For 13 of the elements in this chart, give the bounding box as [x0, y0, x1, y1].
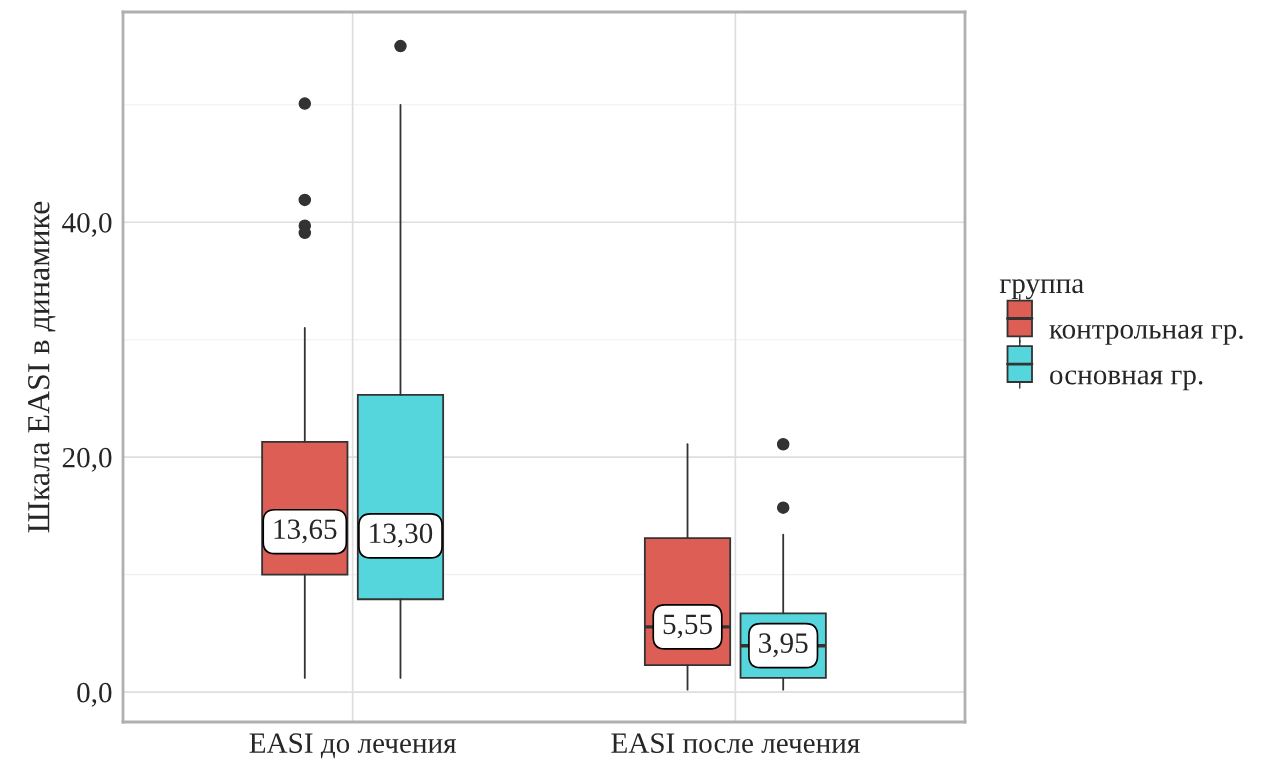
- y-tick-label: 0,0: [77, 682, 112, 707]
- x-tick-label: EASI до лечения: [249, 733, 457, 759]
- text: 13,30: [370, 523, 433, 548]
- x-tick-label: EASI после лечения: [611, 733, 860, 753]
- legend-label: основная гр.: [1050, 370, 1203, 391]
- y-tick-label: 20,0: [62, 447, 112, 472]
- y-axis-title: Шкала EASI в динамике: [28, 201, 56, 533]
- legend-label: контрольная гр.: [1049, 324, 1243, 345]
- text: 13,65: [274, 519, 337, 544]
- y-tick-label: 40,0: [62, 212, 112, 237]
- text: 3,95: [759, 633, 808, 658]
- legend-title: группа: [999, 279, 1084, 300]
- text: 5,55: [663, 614, 712, 639]
